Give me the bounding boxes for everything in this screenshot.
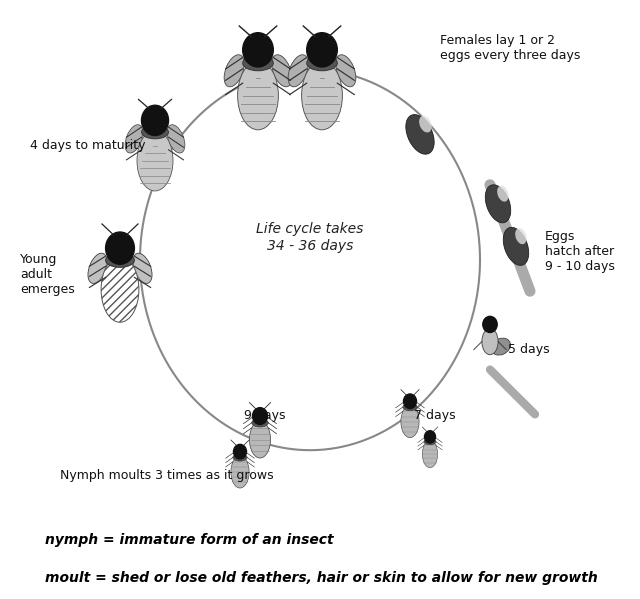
Ellipse shape (336, 55, 356, 87)
Ellipse shape (252, 419, 268, 427)
Ellipse shape (133, 253, 152, 283)
Ellipse shape (237, 61, 278, 130)
Text: 9 days: 9 days (244, 409, 285, 422)
Ellipse shape (88, 253, 107, 283)
Text: moult = shed or lose old feathers, hair or skin to allow for new growth: moult = shed or lose old feathers, hair … (45, 571, 598, 585)
Ellipse shape (497, 186, 509, 202)
Ellipse shape (401, 406, 419, 438)
Ellipse shape (101, 257, 139, 322)
Ellipse shape (167, 125, 185, 153)
Ellipse shape (503, 228, 529, 265)
Ellipse shape (233, 454, 247, 461)
Ellipse shape (243, 56, 273, 71)
Ellipse shape (301, 61, 342, 130)
Circle shape (483, 316, 497, 332)
Ellipse shape (485, 184, 511, 223)
Ellipse shape (272, 55, 292, 87)
Text: 4 days to maturity: 4 days to maturity (30, 139, 145, 152)
Circle shape (106, 232, 134, 264)
Ellipse shape (250, 421, 271, 458)
Ellipse shape (141, 125, 168, 139)
Circle shape (141, 105, 168, 135)
Ellipse shape (288, 55, 308, 87)
Ellipse shape (224, 55, 244, 87)
Text: Young
adult
emerges: Young adult emerges (20, 253, 75, 296)
Circle shape (234, 444, 246, 459)
Ellipse shape (482, 328, 498, 355)
Ellipse shape (307, 56, 337, 71)
Ellipse shape (422, 440, 438, 468)
Circle shape (424, 431, 435, 443)
Ellipse shape (125, 125, 143, 153)
Text: nymph = immature form of an insect: nymph = immature form of an insect (45, 533, 333, 547)
Ellipse shape (419, 116, 432, 132)
Circle shape (243, 33, 273, 67)
Text: 7 days: 7 days (414, 409, 456, 422)
Circle shape (403, 394, 417, 409)
Ellipse shape (515, 228, 527, 244)
Text: Nymph moults 3 times as it grows: Nymph moults 3 times as it grows (60, 470, 274, 482)
Text: Females lay 1 or 2
eggs every three days: Females lay 1 or 2 eggs every three days (440, 34, 580, 62)
Ellipse shape (406, 114, 434, 154)
Circle shape (253, 408, 268, 425)
Ellipse shape (424, 438, 436, 445)
Text: Life cycle takes
34 - 36 days: Life cycle takes 34 - 36 days (256, 222, 364, 253)
Ellipse shape (106, 253, 134, 267)
Text: Eggs
hatch after
9 - 10 days: Eggs hatch after 9 - 10 days (545, 231, 615, 274)
Ellipse shape (231, 456, 249, 488)
Text: 5 days: 5 days (508, 343, 550, 356)
Ellipse shape (403, 404, 417, 411)
Ellipse shape (137, 131, 173, 191)
Circle shape (307, 33, 337, 67)
Ellipse shape (491, 338, 511, 355)
